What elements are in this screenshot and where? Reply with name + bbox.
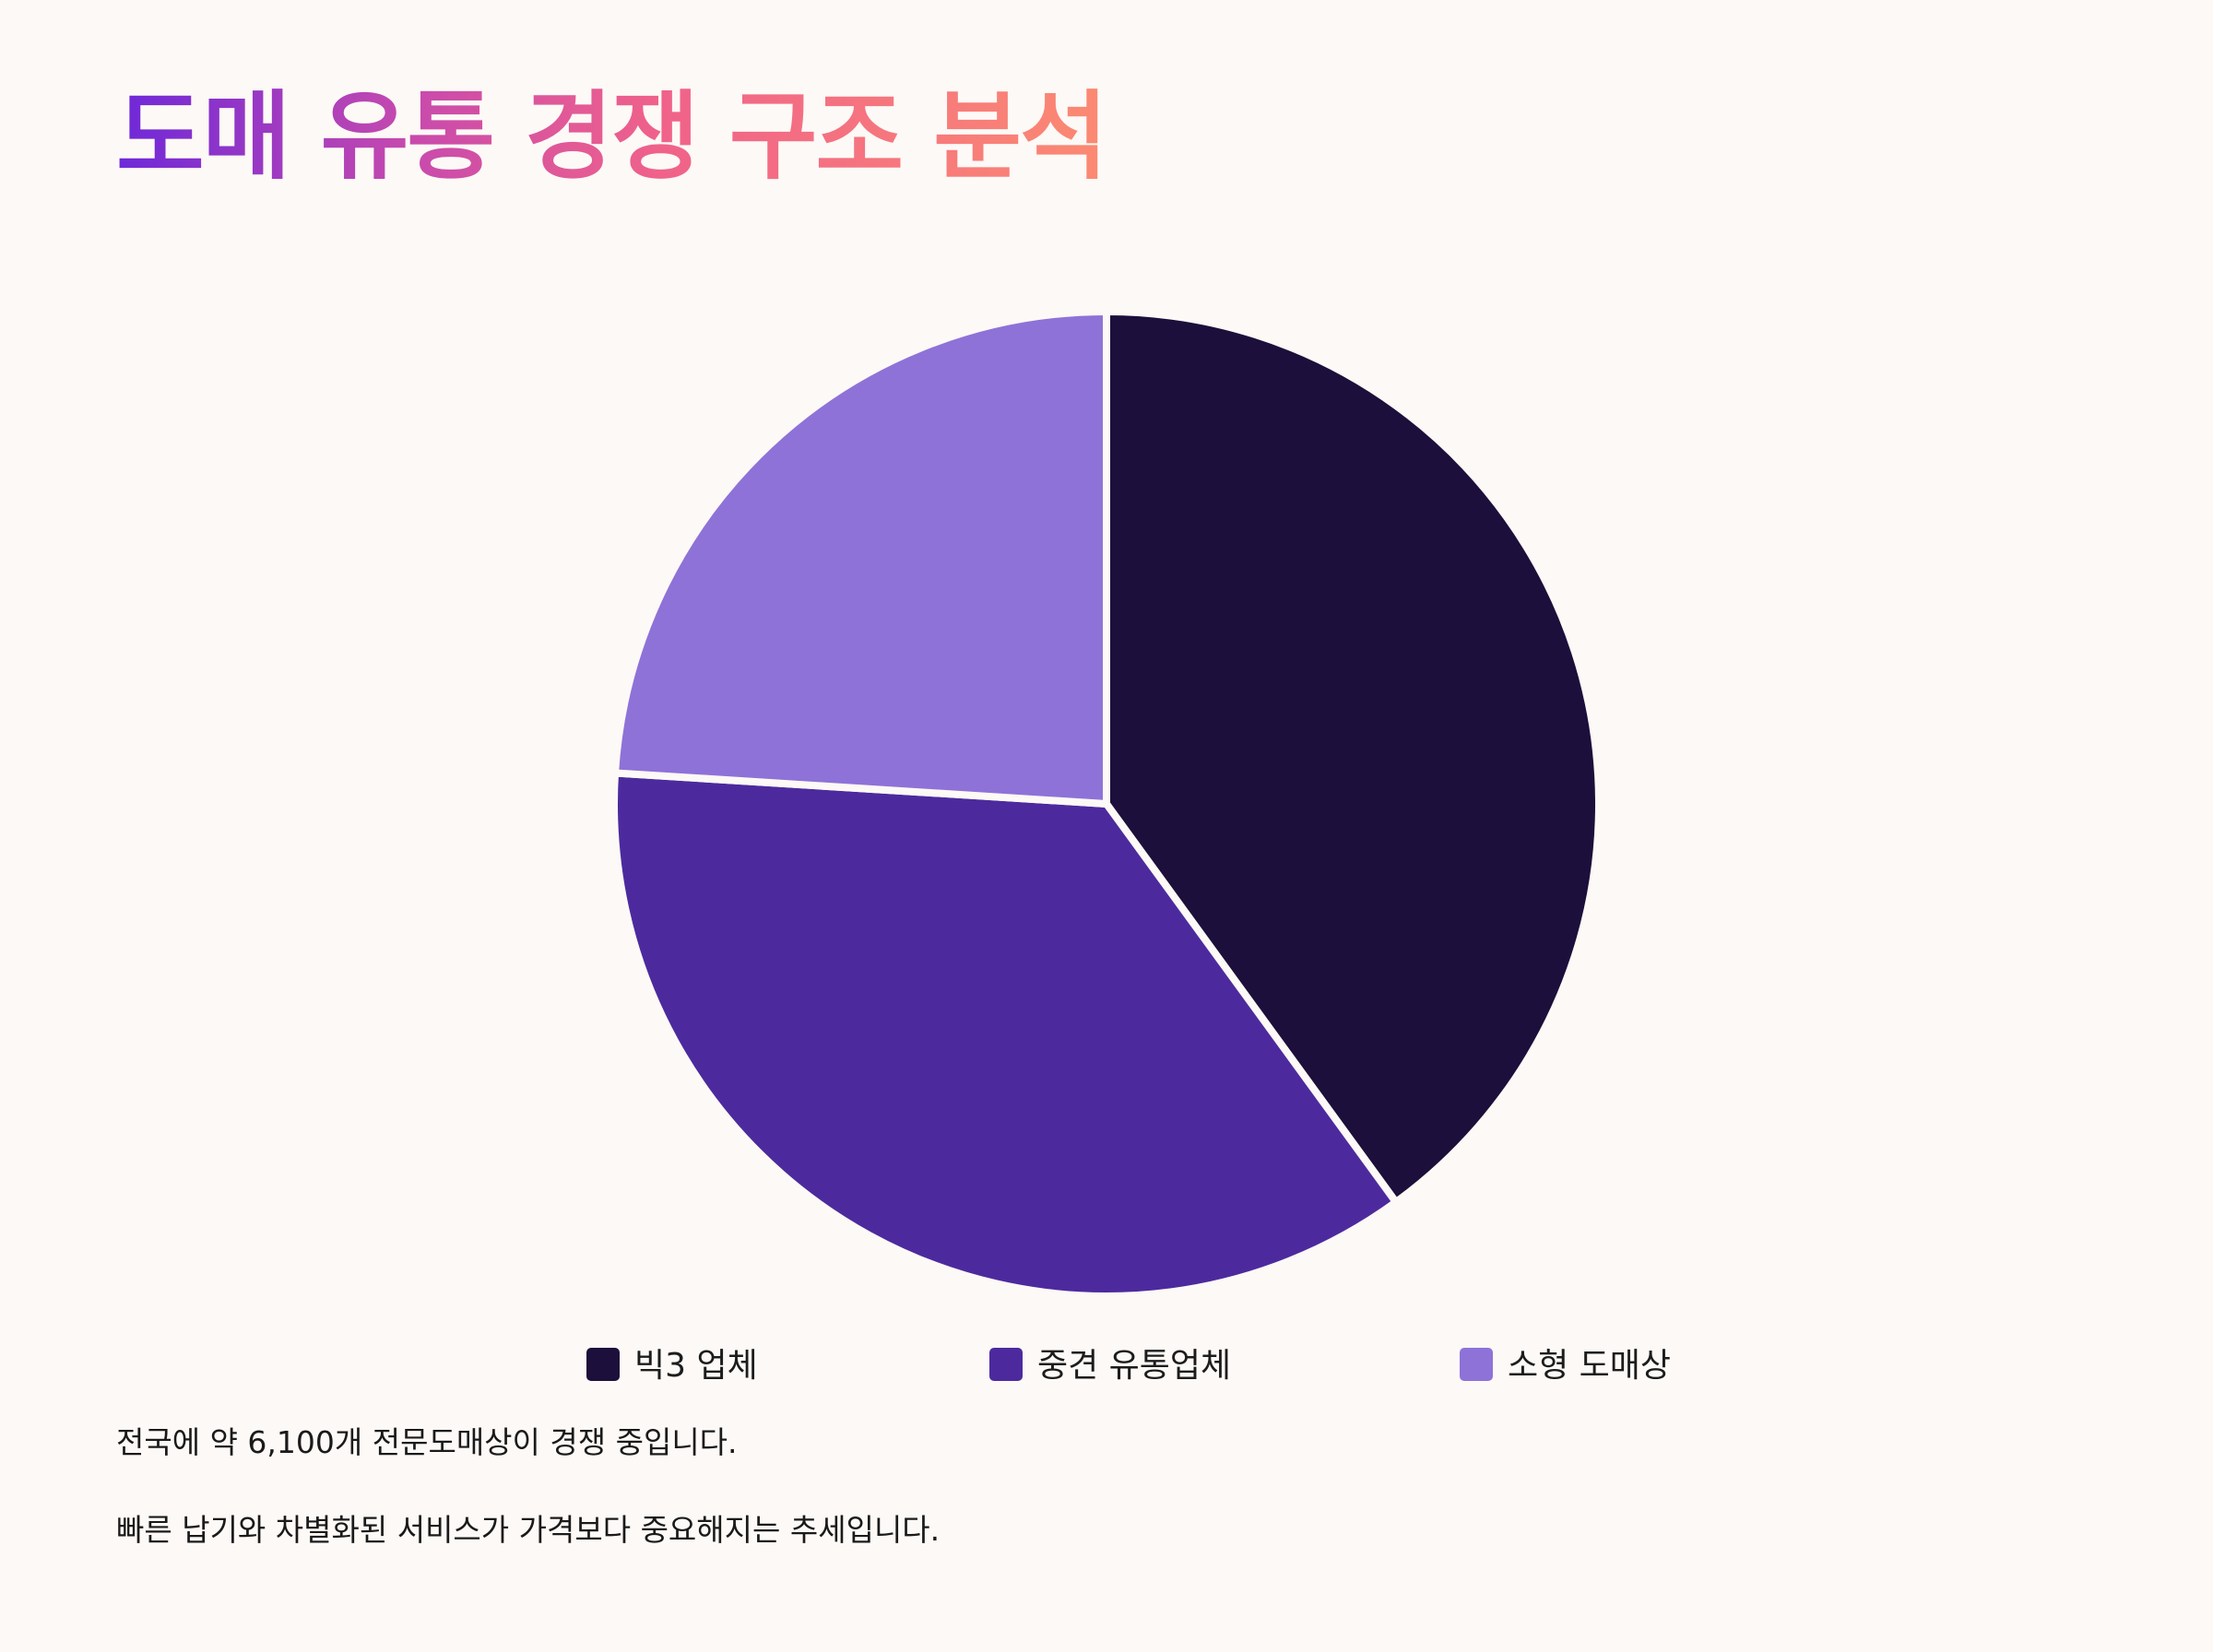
note-trend: 빠른 납기와 차별화된 서비스가 가격보다 중요해지는 추세입니다. bbox=[116, 1512, 941, 1548]
legend-swatch-1 bbox=[586, 1348, 620, 1381]
note-store-count: 전국에 약 6,100개 전문도매상이 경쟁 중입니다. bbox=[116, 1424, 738, 1460]
pie-slice-2 bbox=[610, 769, 1402, 1300]
pie-chart: 빅3 업체 중견 유통업체 소형 도매상 bbox=[586, 307, 1672, 1385]
pie-slices bbox=[610, 307, 1603, 1300]
pie-slice-3 bbox=[610, 307, 1110, 808]
chart-legend: 빅3 업체 중견 유통업체 소형 도매상 bbox=[586, 1347, 1671, 1385]
legend-item-2: 중견 유통업체 bbox=[989, 1347, 1231, 1385]
legend-label-2: 중견 유통업체 bbox=[1037, 1347, 1231, 1385]
legend-item-3: 소형 도매상 bbox=[1460, 1347, 1671, 1385]
legend-item-1: 빅3 업체 bbox=[586, 1347, 758, 1385]
legend-label-3: 소형 도매상 bbox=[1508, 1347, 1671, 1385]
legend-swatch-2 bbox=[989, 1348, 1023, 1381]
legend-swatch-3 bbox=[1460, 1348, 1493, 1381]
pie-slice-1 bbox=[1103, 307, 1603, 1208]
page-title: 도매 유통 경쟁 구조 분석 bbox=[116, 80, 1108, 193]
legend-label-1: 빅3 업체 bbox=[634, 1347, 758, 1385]
